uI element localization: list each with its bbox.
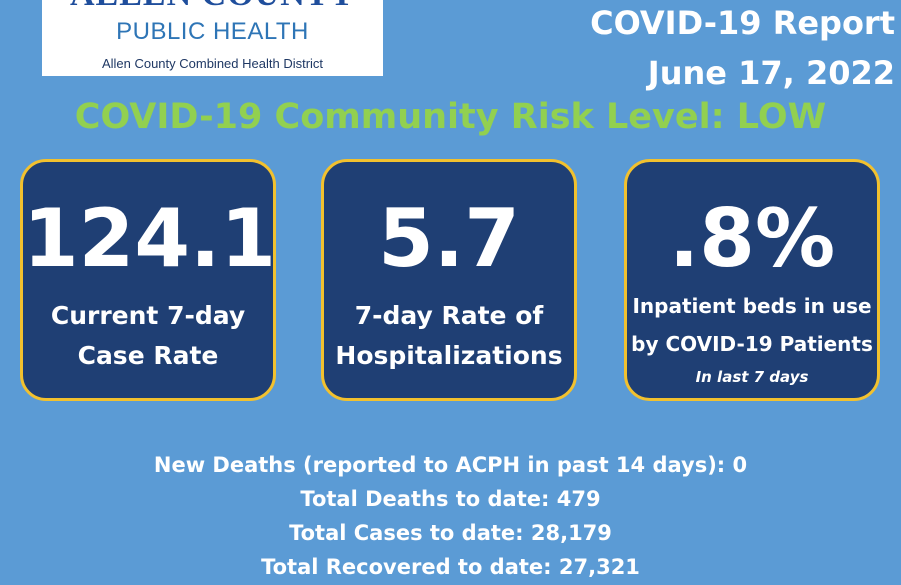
case-rate-value: 124.1 — [23, 192, 277, 285]
total-deaths: Total Deaths to date: 479 — [300, 487, 601, 511]
stats-summary: New Deaths (reported to ACPH in past 14 … — [0, 448, 901, 584]
inpatient-beds-value: .8% — [668, 192, 836, 285]
inpatient-beds-card: .8% Inpatient beds in use by COVID-19 Pa… — [624, 159, 880, 401]
hospitalization-rate-label-line2: Hospitalizations — [335, 341, 563, 370]
new-deaths: New Deaths (reported to ACPH in past 14 … — [153, 453, 748, 477]
case-rate-label-line2: Case Rate — [77, 341, 219, 370]
logo-district-name: Allen County Combined Health District — [101, 56, 324, 71]
hospitalization-rate-label-line1: 7-day Rate of — [354, 301, 544, 330]
report-header: COVID-19 Report June 17, 2022 — [590, 0, 895, 98]
hospitalization-rate-value: 5.7 — [378, 192, 520, 285]
logo-org-name: ALLEN COUNTY — [42, 0, 383, 14]
logo: ALLEN COUNTY PUBLIC HEALTH Allen County … — [42, 0, 383, 76]
inpatient-beds-label-line1: Inpatient beds in use — [632, 294, 872, 318]
case-rate-label-line1: Current 7-day — [50, 301, 246, 330]
report-date: June 17, 2022 — [647, 54, 895, 92]
total-recovered: Total Recovered to date: 27,321 — [261, 555, 640, 579]
inpatient-beds-label-line2: by COVID-19 Patients — [631, 332, 873, 356]
case-rate-card: 124.1 Current 7-day Case Rate — [20, 159, 276, 401]
logo-public-health: PUBLIC HEALTH — [116, 18, 309, 45]
risk-level: COVID-19 Community Risk Level: LOW — [74, 97, 827, 137]
hospitalization-rate-card: 5.7 7-day Rate of Hospitalizations — [321, 159, 577, 401]
total-cases: Total Cases to date: 28,179 — [289, 521, 612, 545]
report-title: COVID-19 Report — [590, 4, 895, 42]
inpatient-beds-note: In last 7 days — [695, 368, 809, 386]
